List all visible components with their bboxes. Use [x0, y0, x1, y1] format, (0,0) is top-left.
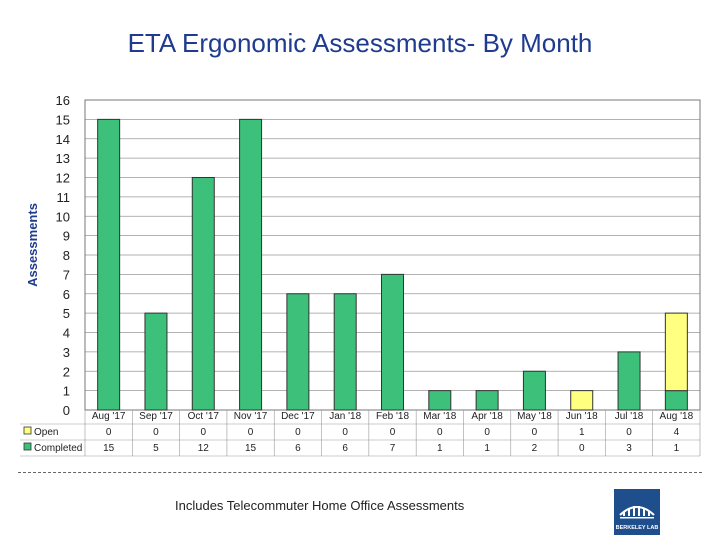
- y-axis-label: Assessments: [25, 203, 40, 287]
- y-tick-label: 7: [63, 267, 70, 282]
- y-tick-label: 15: [56, 112, 70, 127]
- divider: [18, 472, 702, 473]
- table-value-completed: 1: [484, 443, 490, 454]
- table-value-completed: 2: [532, 443, 538, 454]
- bar-completed: [475, 390, 499, 411]
- y-tick-label: 13: [56, 151, 70, 166]
- chart-title: ETA Ergonomic Assessments- By Month: [127, 28, 593, 58]
- y-tick-label: 12: [56, 171, 70, 186]
- y-tick-label: 8: [63, 248, 70, 263]
- data-table: Aug '17 Sep '17 Oct '17 Nov '17 Dec '17 Jan '…: [20, 410, 701, 457]
- gridlines: [84, 99, 701, 411]
- y-tick-label: 3: [63, 345, 70, 360]
- y-tick-label: 11: [57, 190, 71, 205]
- bar-completed: [522, 370, 546, 411]
- bar-completed: [286, 293, 310, 411]
- table-value-open: 0: [153, 427, 159, 438]
- table-value-completed: 6: [295, 443, 301, 454]
- bar-open: [570, 390, 594, 411]
- y-tick-label: 16: [56, 93, 70, 108]
- table-value-open: 0: [295, 427, 301, 438]
- table-value-open: 0: [106, 427, 112, 438]
- y-tick-label: 4: [63, 326, 70, 341]
- table-value-open: 0: [342, 427, 348, 438]
- table-value-completed: 7: [390, 443, 396, 454]
- bars: [97, 118, 688, 411]
- logo-text: BERKELEY LAB: [616, 525, 659, 531]
- bar-completed: [664, 390, 688, 411]
- table-value-open: 0: [532, 427, 538, 438]
- category-label: Oct '17: [188, 411, 220, 422]
- y-tick-label: 5: [63, 306, 70, 321]
- table-value-completed: 15: [103, 443, 115, 454]
- category-label: Apr '18: [471, 411, 503, 422]
- y-tick-label: 2: [63, 364, 70, 379]
- legend-swatch-completed: [23, 442, 32, 451]
- y-tick-label: 9: [63, 229, 70, 244]
- category-label: May '18: [517, 411, 552, 422]
- y-tick-label: 10: [56, 209, 70, 224]
- category-label: Feb '18: [376, 411, 409, 422]
- bar-completed: [617, 351, 641, 411]
- table-value-completed: 1: [437, 443, 443, 454]
- table-value-open: 0: [626, 427, 632, 438]
- bar-completed: [97, 118, 121, 411]
- table-value-open: 4: [674, 427, 680, 438]
- table-value-open: 0: [200, 427, 206, 438]
- berkeley-lab-logo: BERKELEY LAB: [614, 489, 660, 535]
- category-label: Mar '18: [423, 411, 456, 422]
- legend-swatch-open: [23, 426, 32, 435]
- table-value-completed: 5: [153, 443, 159, 454]
- table-value-completed: 0: [579, 443, 585, 454]
- bar-completed: [333, 293, 357, 411]
- table-value-open: 0: [484, 427, 490, 438]
- table-value-open: 0: [248, 427, 254, 438]
- category-label: Aug '17: [92, 411, 126, 422]
- y-tick-label: 6: [63, 287, 70, 302]
- table-value-open: 0: [437, 427, 443, 438]
- table-value-completed: 15: [245, 443, 257, 454]
- category-label: Sep '17: [139, 411, 173, 422]
- legend-label-open: Open: [34, 427, 58, 438]
- bar-open: [664, 312, 688, 392]
- bar-completed: [144, 312, 168, 411]
- footnote: Includes Telecommuter Home Office Assess…: [175, 498, 465, 513]
- y-tick-label: 1: [63, 384, 70, 399]
- table-value-open: 0: [390, 427, 396, 438]
- category-label: Dec '17: [281, 411, 315, 422]
- y-tick-label: 14: [56, 132, 70, 147]
- table-value-completed: 6: [342, 443, 348, 454]
- category-label: Nov '17: [234, 411, 268, 422]
- category-label: Jan '18: [329, 411, 361, 422]
- bar-completed: [381, 273, 404, 411]
- table-value-open: 1: [579, 427, 585, 438]
- category-label: Jun '18: [566, 411, 598, 422]
- table-value-completed: 3: [626, 443, 632, 454]
- y-tick-label: 0: [63, 403, 70, 418]
- category-label: Aug '18: [660, 411, 694, 422]
- category-label: Jul '18: [615, 411, 644, 422]
- bar-completed: [191, 177, 215, 411]
- bar-completed: [239, 118, 263, 411]
- legend-label-completed: Completed: [34, 443, 82, 454]
- table-value-completed: 12: [198, 443, 210, 454]
- table-value-completed: 1: [674, 443, 680, 454]
- bar-completed: [428, 390, 452, 411]
